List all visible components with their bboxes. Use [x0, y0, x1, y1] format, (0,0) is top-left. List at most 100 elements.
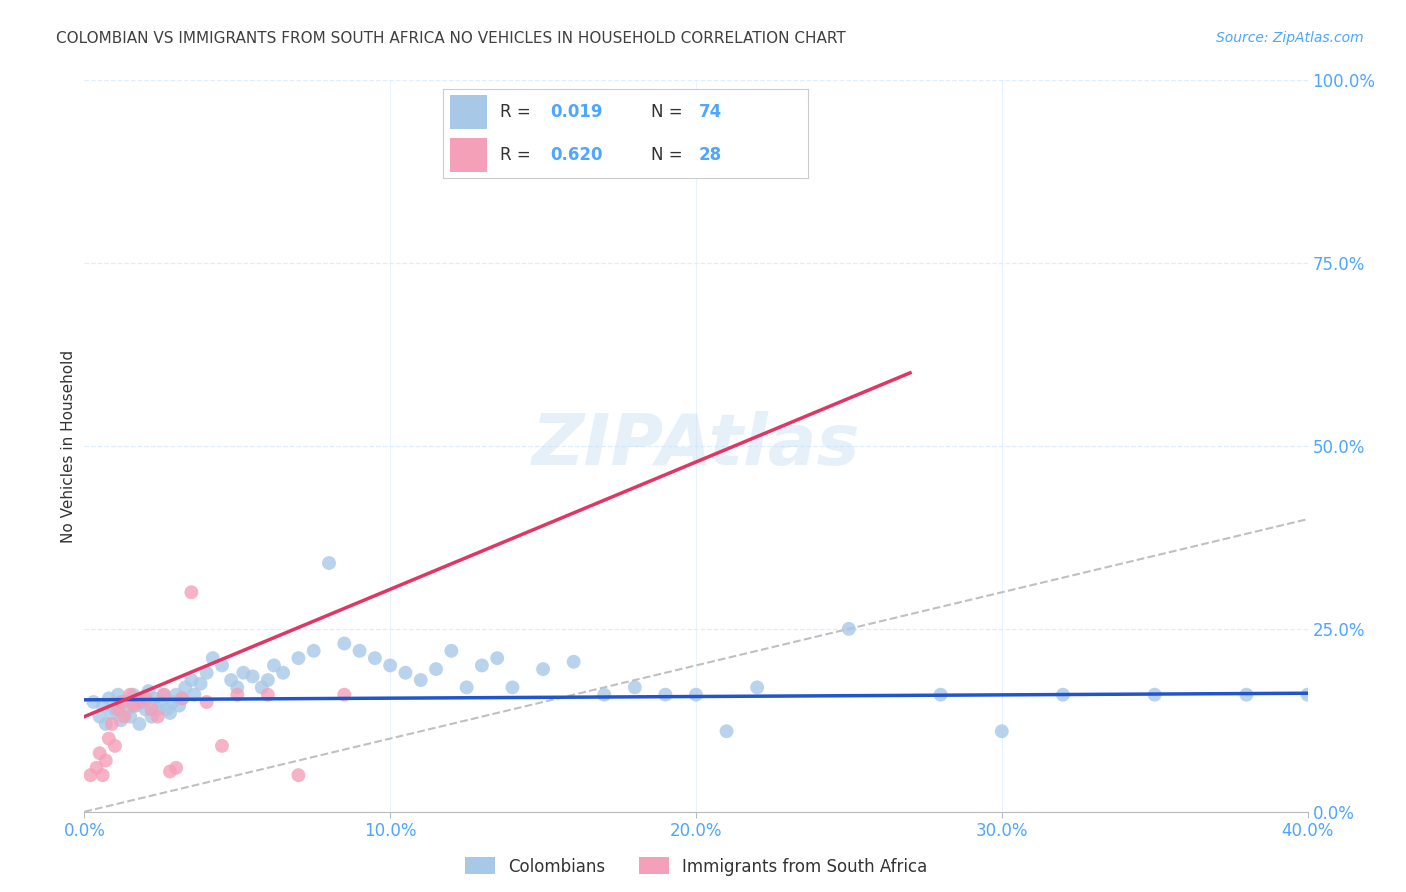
Point: [135, 691, 157, 706]
Point: [195, 665, 218, 680]
FancyBboxPatch shape: [450, 95, 486, 129]
Point: [302, 644, 325, 658]
Point: [167, 698, 190, 713]
FancyBboxPatch shape: [450, 138, 486, 172]
Point: [101, 717, 124, 731]
Point: [318, 556, 340, 570]
Point: [226, 688, 249, 702]
Point: [562, 655, 585, 669]
Point: [440, 644, 463, 658]
Point: [120, 688, 142, 702]
Point: [89, 746, 111, 760]
Point: [929, 688, 952, 702]
Point: [146, 709, 169, 723]
Point: [211, 658, 233, 673]
Point: [838, 622, 860, 636]
Point: [110, 714, 132, 728]
Point: [141, 709, 163, 723]
Point: [156, 702, 179, 716]
Point: [101, 706, 124, 720]
Point: [333, 688, 356, 702]
Point: [89, 709, 111, 723]
Point: [143, 691, 166, 706]
Point: [990, 724, 1012, 739]
Point: [685, 688, 707, 702]
Text: COLOMBIAN VS IMMIGRANTS FROM SOUTH AFRICA NO VEHICLES IN HOUSEHOLD CORRELATION C: COLOMBIAN VS IMMIGRANTS FROM SOUTH AFRIC…: [56, 31, 846, 46]
Point: [115, 702, 138, 716]
Point: [135, 702, 157, 716]
Y-axis label: No Vehicles in Household: No Vehicles in Household: [60, 350, 76, 542]
Point: [97, 731, 120, 746]
Point: [1143, 688, 1166, 702]
Point: [654, 688, 676, 702]
Point: [183, 688, 205, 702]
Point: [263, 658, 285, 673]
Point: [195, 695, 218, 709]
Point: [486, 651, 509, 665]
Point: [104, 702, 127, 716]
Point: [271, 665, 294, 680]
Point: [94, 754, 117, 768]
Point: [149, 695, 172, 709]
Point: [593, 688, 616, 702]
Point: [333, 636, 356, 650]
Point: [409, 673, 432, 687]
Point: [716, 724, 738, 739]
Point: [172, 691, 194, 706]
Point: [226, 681, 249, 695]
Point: [190, 676, 212, 690]
Point: [83, 695, 105, 709]
Point: [110, 695, 132, 709]
Point: [745, 681, 768, 695]
Point: [153, 688, 176, 702]
Point: [94, 717, 117, 731]
Point: [394, 665, 416, 680]
Point: [138, 684, 160, 698]
Point: [159, 764, 181, 779]
Point: [79, 768, 101, 782]
Point: [122, 698, 145, 713]
Point: [120, 709, 142, 723]
Point: [165, 688, 187, 702]
Point: [287, 651, 309, 665]
Point: [456, 681, 478, 695]
Point: [153, 688, 176, 702]
Point: [128, 717, 150, 731]
Point: [172, 691, 194, 706]
Point: [86, 761, 108, 775]
Point: [201, 651, 224, 665]
Point: [380, 658, 402, 673]
Point: [1296, 688, 1319, 702]
Point: [531, 662, 554, 676]
Text: 74: 74: [699, 103, 723, 121]
Point: [257, 673, 280, 687]
Point: [1052, 688, 1074, 702]
Point: [122, 688, 145, 702]
Point: [91, 768, 114, 782]
Point: [125, 698, 148, 713]
Text: N =: N =: [651, 146, 688, 164]
Point: [97, 691, 120, 706]
Point: [1234, 688, 1257, 702]
Point: [107, 688, 129, 702]
Point: [131, 695, 153, 709]
Point: [174, 681, 197, 695]
Point: [501, 681, 523, 695]
Text: R =: R =: [499, 103, 536, 121]
Point: [624, 681, 647, 695]
Point: [107, 702, 129, 716]
Point: [257, 688, 280, 702]
Point: [146, 702, 169, 716]
Point: [180, 673, 202, 687]
Text: N =: N =: [651, 103, 688, 121]
Point: [104, 739, 127, 753]
Text: R =: R =: [499, 146, 536, 164]
Point: [112, 695, 135, 709]
Point: [287, 768, 309, 782]
Point: [250, 681, 273, 695]
Point: [425, 662, 447, 676]
Legend: Colombians, Immigrants from South Africa: Colombians, Immigrants from South Africa: [457, 849, 935, 884]
Text: 28: 28: [699, 146, 721, 164]
Point: [141, 702, 163, 716]
Point: [471, 658, 494, 673]
